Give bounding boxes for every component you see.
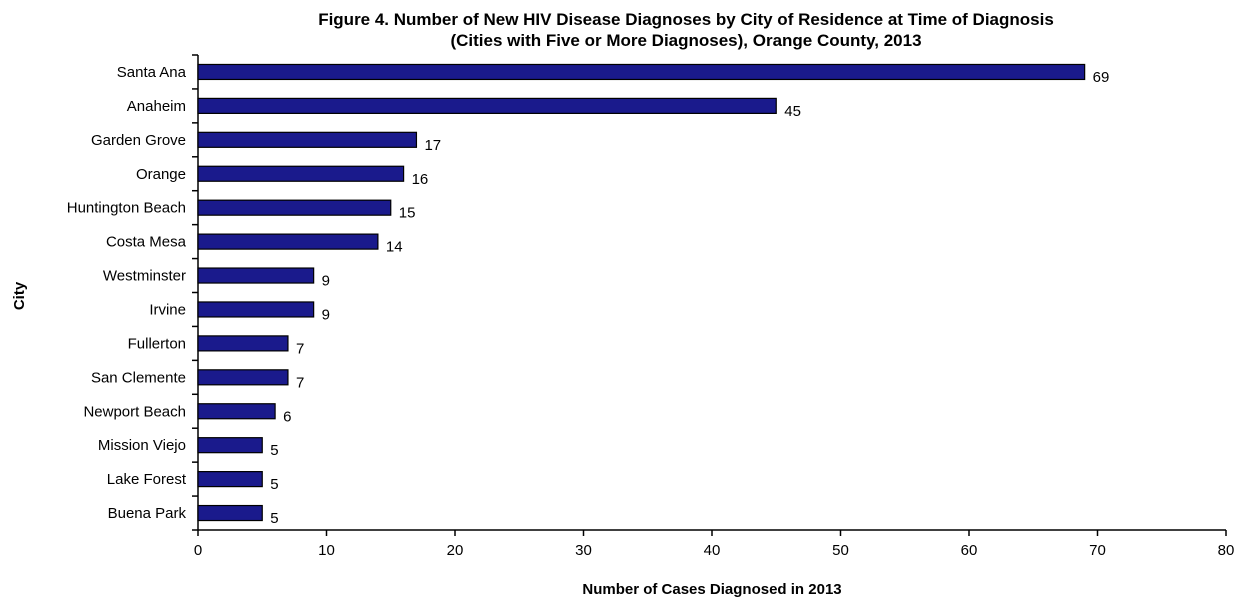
x-tick-label: 10	[318, 542, 335, 559]
category-label: Costa Mesa	[106, 234, 187, 251]
x-tick-label: 50	[832, 542, 849, 559]
bar	[197, 165, 405, 182]
data-label: 5	[270, 476, 278, 493]
category-label: Newport Beach	[83, 403, 186, 420]
bar	[197, 504, 263, 522]
category-label: Irvine	[149, 301, 186, 318]
data-label: 9	[322, 273, 330, 290]
category-label: Mission Viejo	[98, 437, 186, 454]
data-label: 45	[784, 103, 801, 120]
data-label: 6	[283, 408, 291, 425]
x-tick-label: 20	[447, 542, 464, 559]
data-label: 7	[296, 340, 304, 357]
data-label: 7	[296, 374, 304, 391]
category-label: Anaheim	[127, 98, 186, 115]
x-tick-label: 0	[194, 542, 202, 559]
bar	[197, 267, 315, 284]
x-axis-title: Number of Cases Diagnosed in 2013	[582, 581, 841, 598]
category-label: Huntington Beach	[67, 200, 186, 217]
category-label: Westminster	[103, 268, 186, 285]
bar	[197, 63, 1086, 81]
bar	[197, 301, 315, 318]
chart-title: Figure 4. Number of New HIV Disease Diag…	[318, 10, 1054, 29]
data-label: 16	[412, 171, 429, 188]
category-label: Fullerton	[128, 335, 186, 352]
bar	[197, 97, 777, 114]
category-label: Lake Forest	[107, 471, 187, 488]
data-label: 9	[322, 306, 330, 323]
bar	[197, 437, 263, 454]
category-label: Buena Park	[108, 505, 187, 522]
x-tick-label: 80	[1218, 542, 1235, 559]
data-label: 15	[399, 205, 416, 222]
bar	[197, 471, 263, 488]
bar	[197, 369, 289, 386]
x-tick-label: 70	[1089, 542, 1106, 559]
category-label: Santa Ana	[117, 64, 187, 81]
y-axis-title: City	[11, 281, 28, 310]
data-label: 5	[270, 442, 278, 459]
data-label: 69	[1093, 69, 1110, 86]
x-tick-label: 60	[961, 542, 978, 559]
category-label: Orange	[136, 166, 186, 183]
bar	[197, 403, 276, 420]
x-tick-label: 40	[704, 542, 721, 559]
bar	[197, 131, 418, 148]
category-label: Garden Grove	[91, 132, 186, 149]
data-label: 14	[386, 239, 403, 256]
x-tick-label: 30	[575, 542, 592, 559]
chart-subtitle: (Cities with Five or More Diagnoses), Or…	[450, 31, 921, 50]
bar	[197, 335, 289, 352]
bar	[197, 233, 379, 250]
bar	[197, 199, 392, 216]
data-label: 5	[270, 510, 278, 527]
data-label: 17	[424, 137, 441, 154]
category-label: San Clemente	[91, 369, 186, 386]
